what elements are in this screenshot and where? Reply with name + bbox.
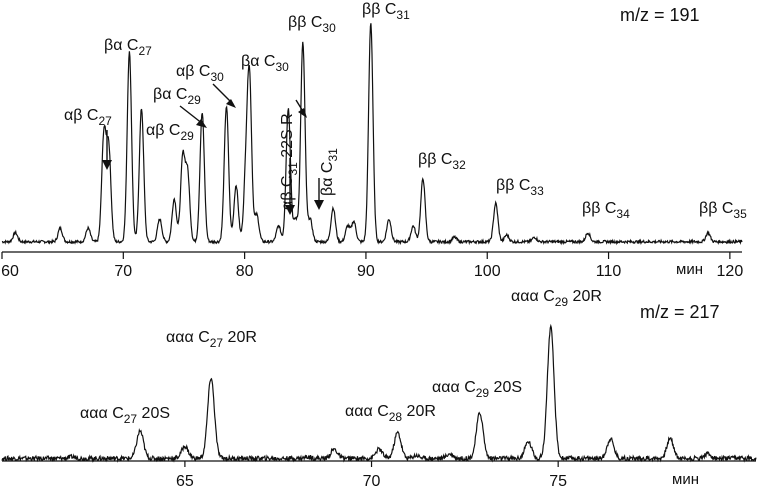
x-tick-label: 75 <box>549 473 567 490</box>
annotation-ab-c31-22s-r: αβ C31 22S R <box>279 113 300 210</box>
x-axis-label: мин <box>672 471 699 488</box>
annotation-ab-c29: αβ C29 <box>146 122 194 143</box>
annotation-arrow <box>179 105 204 125</box>
arrowhead <box>102 160 112 170</box>
arrowhead <box>285 205 295 215</box>
x-tick-label: 100 <box>474 263 501 280</box>
chromatogram-mz191: m/z = 191 60 70 80 90 100 110 120 мин ββ C35 β… <box>1 1 747 280</box>
mz-label-191: m/z = 191 <box>620 5 700 25</box>
x-tick-label: 65 <box>176 473 194 490</box>
series-line <box>1 23 743 246</box>
annotation-aaa-c29-20s: ααα C29 20S <box>432 379 522 400</box>
x-tick-label: 120 <box>717 263 744 280</box>
annotation-ba-c29: βα C29 <box>153 86 201 107</box>
annotation-bb-c33: ββ C33 <box>496 177 544 198</box>
x-tick-label: 90 <box>357 263 375 280</box>
x-axis-label: мин <box>676 261 703 278</box>
annotation-ab-c27: αβ C27 <box>64 107 112 128</box>
x-axis-tick-labels: 65 70 75 <box>176 473 567 490</box>
arrowhead <box>314 200 324 210</box>
mz-label-217: m/z = 217 <box>640 302 720 322</box>
arrowhead <box>196 119 207 128</box>
annotation-bb-c32: ββ C32 <box>418 151 466 172</box>
peak-annotations: ααα C29 20R ααα C29 20S ααα C28 20R ααα … <box>80 288 602 426</box>
annotation-ba-c31: βα C31 <box>319 148 340 196</box>
x-axis-ticks <box>184 461 559 467</box>
annotation-ba-c30: βα C30 <box>241 53 289 74</box>
x-axis-tick-labels: 60 70 80 90 100 110 120 <box>1 263 743 280</box>
annotation-bb-c31: ββ C31 <box>362 1 410 22</box>
annotation-bb-c35: ββ C35 <box>699 200 747 221</box>
x-axis-ticks <box>1 252 731 259</box>
series-line <box>1 323 757 463</box>
annotation-aaa-c29-20r: ααα C29 20R <box>511 288 602 309</box>
x-tick-label: 60 <box>1 263 19 280</box>
arrowhead <box>226 99 236 108</box>
x-tick-label: 70 <box>363 473 381 490</box>
annotation-bb-c30: ββ C30 <box>288 14 336 35</box>
chromatogram-mz217: m/z = 217 65 70 75 мин ααα C29 20R ααα C29… <box>1 288 757 490</box>
trace-group <box>1 23 743 246</box>
annotation-ba-c27: βα C27 <box>104 37 152 58</box>
trace-group <box>1 323 757 463</box>
annotation-aaa-c28-20r: ααα C28 20R <box>345 403 436 424</box>
annotation-aaa-c27-20r: ααα C27 20R <box>166 329 257 350</box>
arrowhead <box>298 108 307 118</box>
x-tick-label: 80 <box>236 263 254 280</box>
annotation-aaa-c27-20s: ααα C27 20S <box>80 405 170 426</box>
annotation-ab-c30: αβ C30 <box>176 63 224 84</box>
x-tick-label: 70 <box>114 263 132 280</box>
peak-annotations: ββ C35 ββ C34 ββ C33 ββ C32 ββ C31 ββ C3… <box>64 1 747 221</box>
x-tick-label: 110 <box>596 263 622 280</box>
annotation-bb-c34: ββ C34 <box>582 200 630 221</box>
